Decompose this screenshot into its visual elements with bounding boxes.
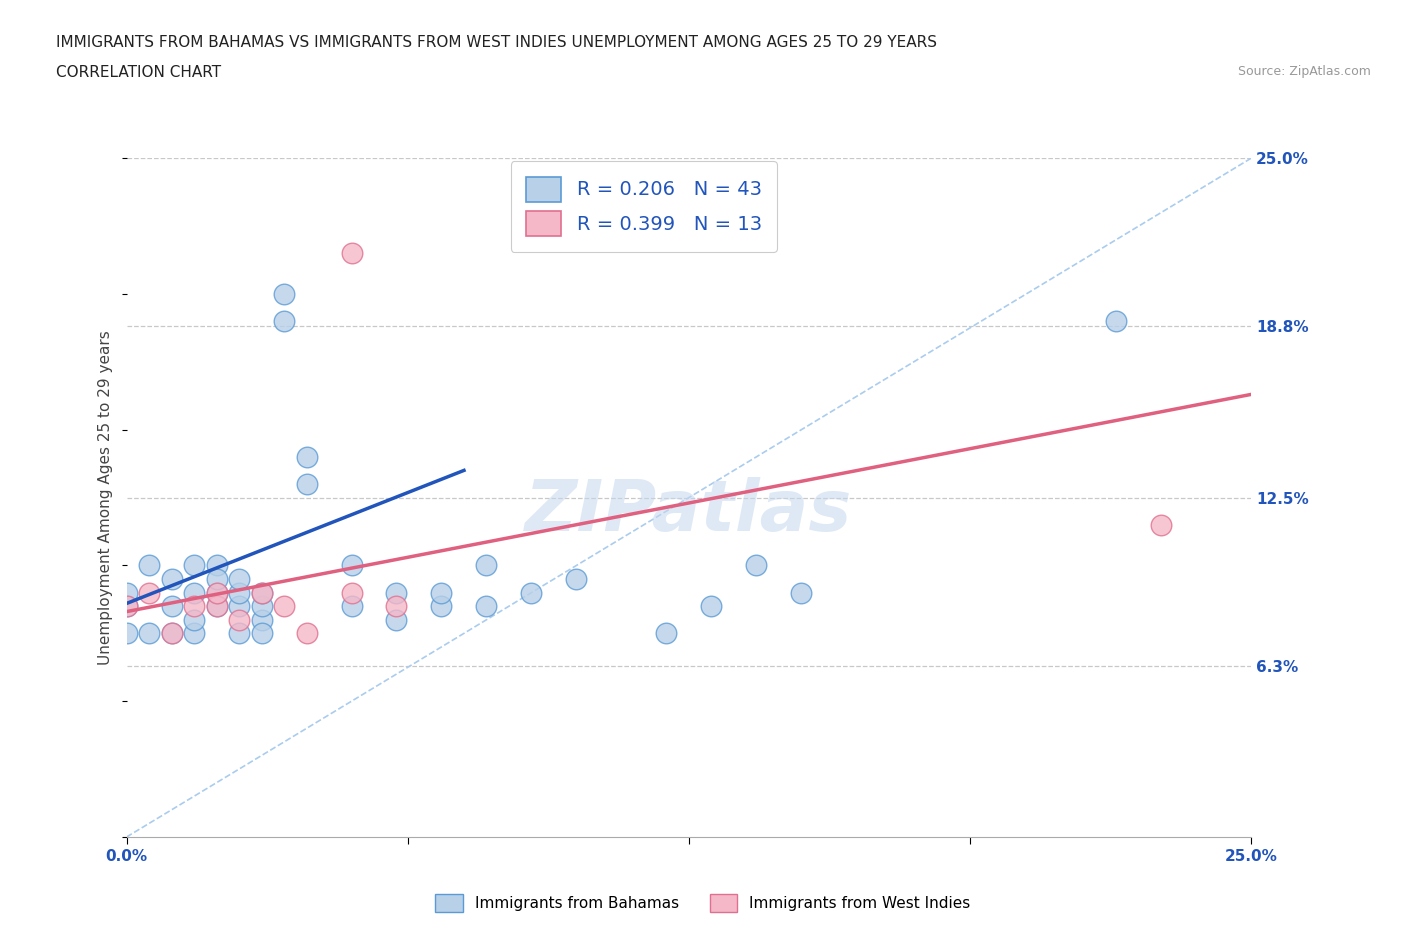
Point: [295, 476, 318, 491]
Point: [205, 599, 228, 614]
Point: [115, 599, 138, 614]
Text: Source: ZipAtlas.com: Source: ZipAtlas.com: [1237, 65, 1371, 78]
Point: [700, 599, 723, 614]
Point: [430, 585, 453, 600]
Point: [295, 449, 318, 464]
Legend: Immigrants from Bahamas, Immigrants from West Indies: Immigrants from Bahamas, Immigrants from…: [429, 888, 977, 918]
Point: [160, 599, 183, 614]
Point: [475, 558, 498, 573]
Point: [520, 585, 543, 600]
Point: [273, 313, 295, 328]
Point: [340, 558, 363, 573]
Point: [340, 246, 363, 260]
Point: [385, 585, 408, 600]
Point: [205, 572, 228, 587]
Y-axis label: Unemployment Among Ages 25 to 29 years: Unemployment Among Ages 25 to 29 years: [98, 330, 114, 665]
Point: [1150, 517, 1173, 532]
Text: IMMIGRANTS FROM BAHAMAS VS IMMIGRANTS FROM WEST INDIES UNEMPLOYMENT AMONG AGES 2: IMMIGRANTS FROM BAHAMAS VS IMMIGRANTS FR…: [56, 35, 938, 50]
Point: [205, 599, 228, 614]
Point: [745, 558, 768, 573]
Point: [273, 599, 295, 614]
Point: [160, 572, 183, 587]
Text: CORRELATION CHART: CORRELATION CHART: [56, 65, 221, 80]
Point: [138, 558, 160, 573]
Point: [250, 626, 273, 641]
Point: [115, 626, 138, 641]
Point: [183, 626, 205, 641]
Point: [183, 599, 205, 614]
Point: [160, 626, 183, 641]
Point: [430, 599, 453, 614]
Point: [250, 585, 273, 600]
Point: [183, 585, 205, 600]
Point: [273, 286, 295, 301]
Point: [205, 585, 228, 600]
Point: [475, 599, 498, 614]
Point: [565, 572, 588, 587]
Legend: R = 0.206   N = 43, R = 0.399   N = 13: R = 0.206 N = 43, R = 0.399 N = 13: [510, 161, 778, 252]
Point: [228, 585, 250, 600]
Point: [228, 572, 250, 587]
Point: [655, 626, 678, 641]
Point: [160, 626, 183, 641]
Point: [250, 599, 273, 614]
Point: [340, 585, 363, 600]
Point: [250, 612, 273, 627]
Point: [385, 599, 408, 614]
Point: [183, 558, 205, 573]
Point: [295, 626, 318, 641]
Point: [228, 599, 250, 614]
Text: ZIPatlas: ZIPatlas: [526, 477, 852, 546]
Point: [138, 626, 160, 641]
Point: [340, 599, 363, 614]
Point: [790, 585, 813, 600]
Point: [205, 558, 228, 573]
Point: [205, 585, 228, 600]
Point: [183, 612, 205, 627]
Point: [115, 599, 138, 614]
Point: [1105, 313, 1128, 328]
Point: [138, 585, 160, 600]
Point: [115, 585, 138, 600]
Point: [250, 585, 273, 600]
Point: [228, 612, 250, 627]
Point: [228, 626, 250, 641]
Point: [385, 612, 408, 627]
